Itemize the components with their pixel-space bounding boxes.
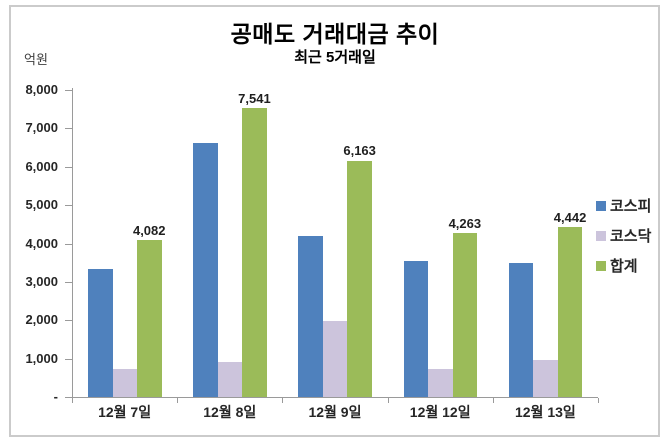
y-tick-label: 1,000 xyxy=(25,350,58,366)
y-tick-mark xyxy=(65,358,72,360)
total-bar xyxy=(242,107,267,397)
legend-label: 코스피 xyxy=(610,198,652,215)
y-tick-mark xyxy=(65,166,72,168)
x-category-label: 12월 13일 xyxy=(514,404,576,420)
kosdaq-bar xyxy=(217,362,243,397)
kospi-bar xyxy=(193,142,218,397)
kospi-bar xyxy=(508,263,534,397)
x-tick-mark xyxy=(72,398,73,403)
kosdaq-legend-swatch-icon xyxy=(596,230,606,241)
y-tick-mark xyxy=(65,90,72,91)
total-value-label: 4,082 xyxy=(132,223,166,239)
legend-item-kospi: 코스피 xyxy=(596,195,651,216)
x-tick-mark xyxy=(177,398,179,403)
y-tick-label: 5,000 xyxy=(25,197,58,213)
total-value-label: 7,541 xyxy=(238,90,271,106)
legend-item-total: 합계 xyxy=(596,255,651,276)
y-tick-mark xyxy=(65,205,72,207)
kosdaq-bar xyxy=(428,369,453,397)
y-tick-mark xyxy=(65,243,72,245)
y-tick-mark xyxy=(65,281,72,283)
total-bar xyxy=(137,240,162,397)
y-tick-label: 8,000 xyxy=(25,82,58,97)
total-legend-swatch-icon xyxy=(596,260,606,271)
legend-label: 합계 xyxy=(610,258,638,275)
kosdaq-bar xyxy=(322,321,348,397)
total-bar xyxy=(557,226,583,397)
y-tick-label: 6,000 xyxy=(25,158,58,174)
total-value-label: 4,263 xyxy=(448,216,482,232)
y-tick-label: 7,000 xyxy=(25,120,58,136)
x-category-label: 12월 9일 xyxy=(308,404,362,420)
x-tick-mark xyxy=(492,398,494,403)
kospi-bar xyxy=(298,236,323,397)
total-value-label: 4,442 xyxy=(553,209,587,225)
chart-title: 공매도 거래대금 추이 xyxy=(230,21,440,47)
kosdaq-bar xyxy=(112,368,137,397)
y-tick-label: 4,000 xyxy=(25,235,58,251)
x-tick-mark xyxy=(387,398,389,403)
kospi-legend-swatch-icon xyxy=(596,200,606,211)
y-tick-mark xyxy=(65,128,72,130)
total-value-label: 6,163 xyxy=(343,143,376,159)
x-category-label: 12월 12일 xyxy=(409,404,471,420)
y-tick-label: - xyxy=(53,389,58,404)
x-category-label: 12월 7일 xyxy=(98,404,152,420)
chart-subtitle: 최근 5거래일 xyxy=(294,49,376,66)
legend-item-kosdaq: 코스닥 xyxy=(596,225,651,246)
y-tick-label: 3,000 xyxy=(25,273,58,289)
y-tick-label: 2,000 xyxy=(25,312,58,328)
y-tick-mark xyxy=(65,320,72,322)
y-tick-mark xyxy=(65,397,72,398)
kospi-bar xyxy=(88,268,113,397)
x-tick-mark xyxy=(282,398,284,403)
x-tick-mark xyxy=(598,398,599,403)
kospi-bar xyxy=(403,261,429,397)
legend-label: 코스닥 xyxy=(610,228,652,245)
kosdaq-bar xyxy=(533,360,558,397)
y-axis-line xyxy=(72,88,73,402)
y-axis-unit-label: 억원 xyxy=(24,52,48,67)
x-axis-line xyxy=(65,397,598,398)
total-bar xyxy=(452,233,478,397)
x-category-label: 12월 8일 xyxy=(203,404,257,420)
total-bar xyxy=(347,160,372,397)
